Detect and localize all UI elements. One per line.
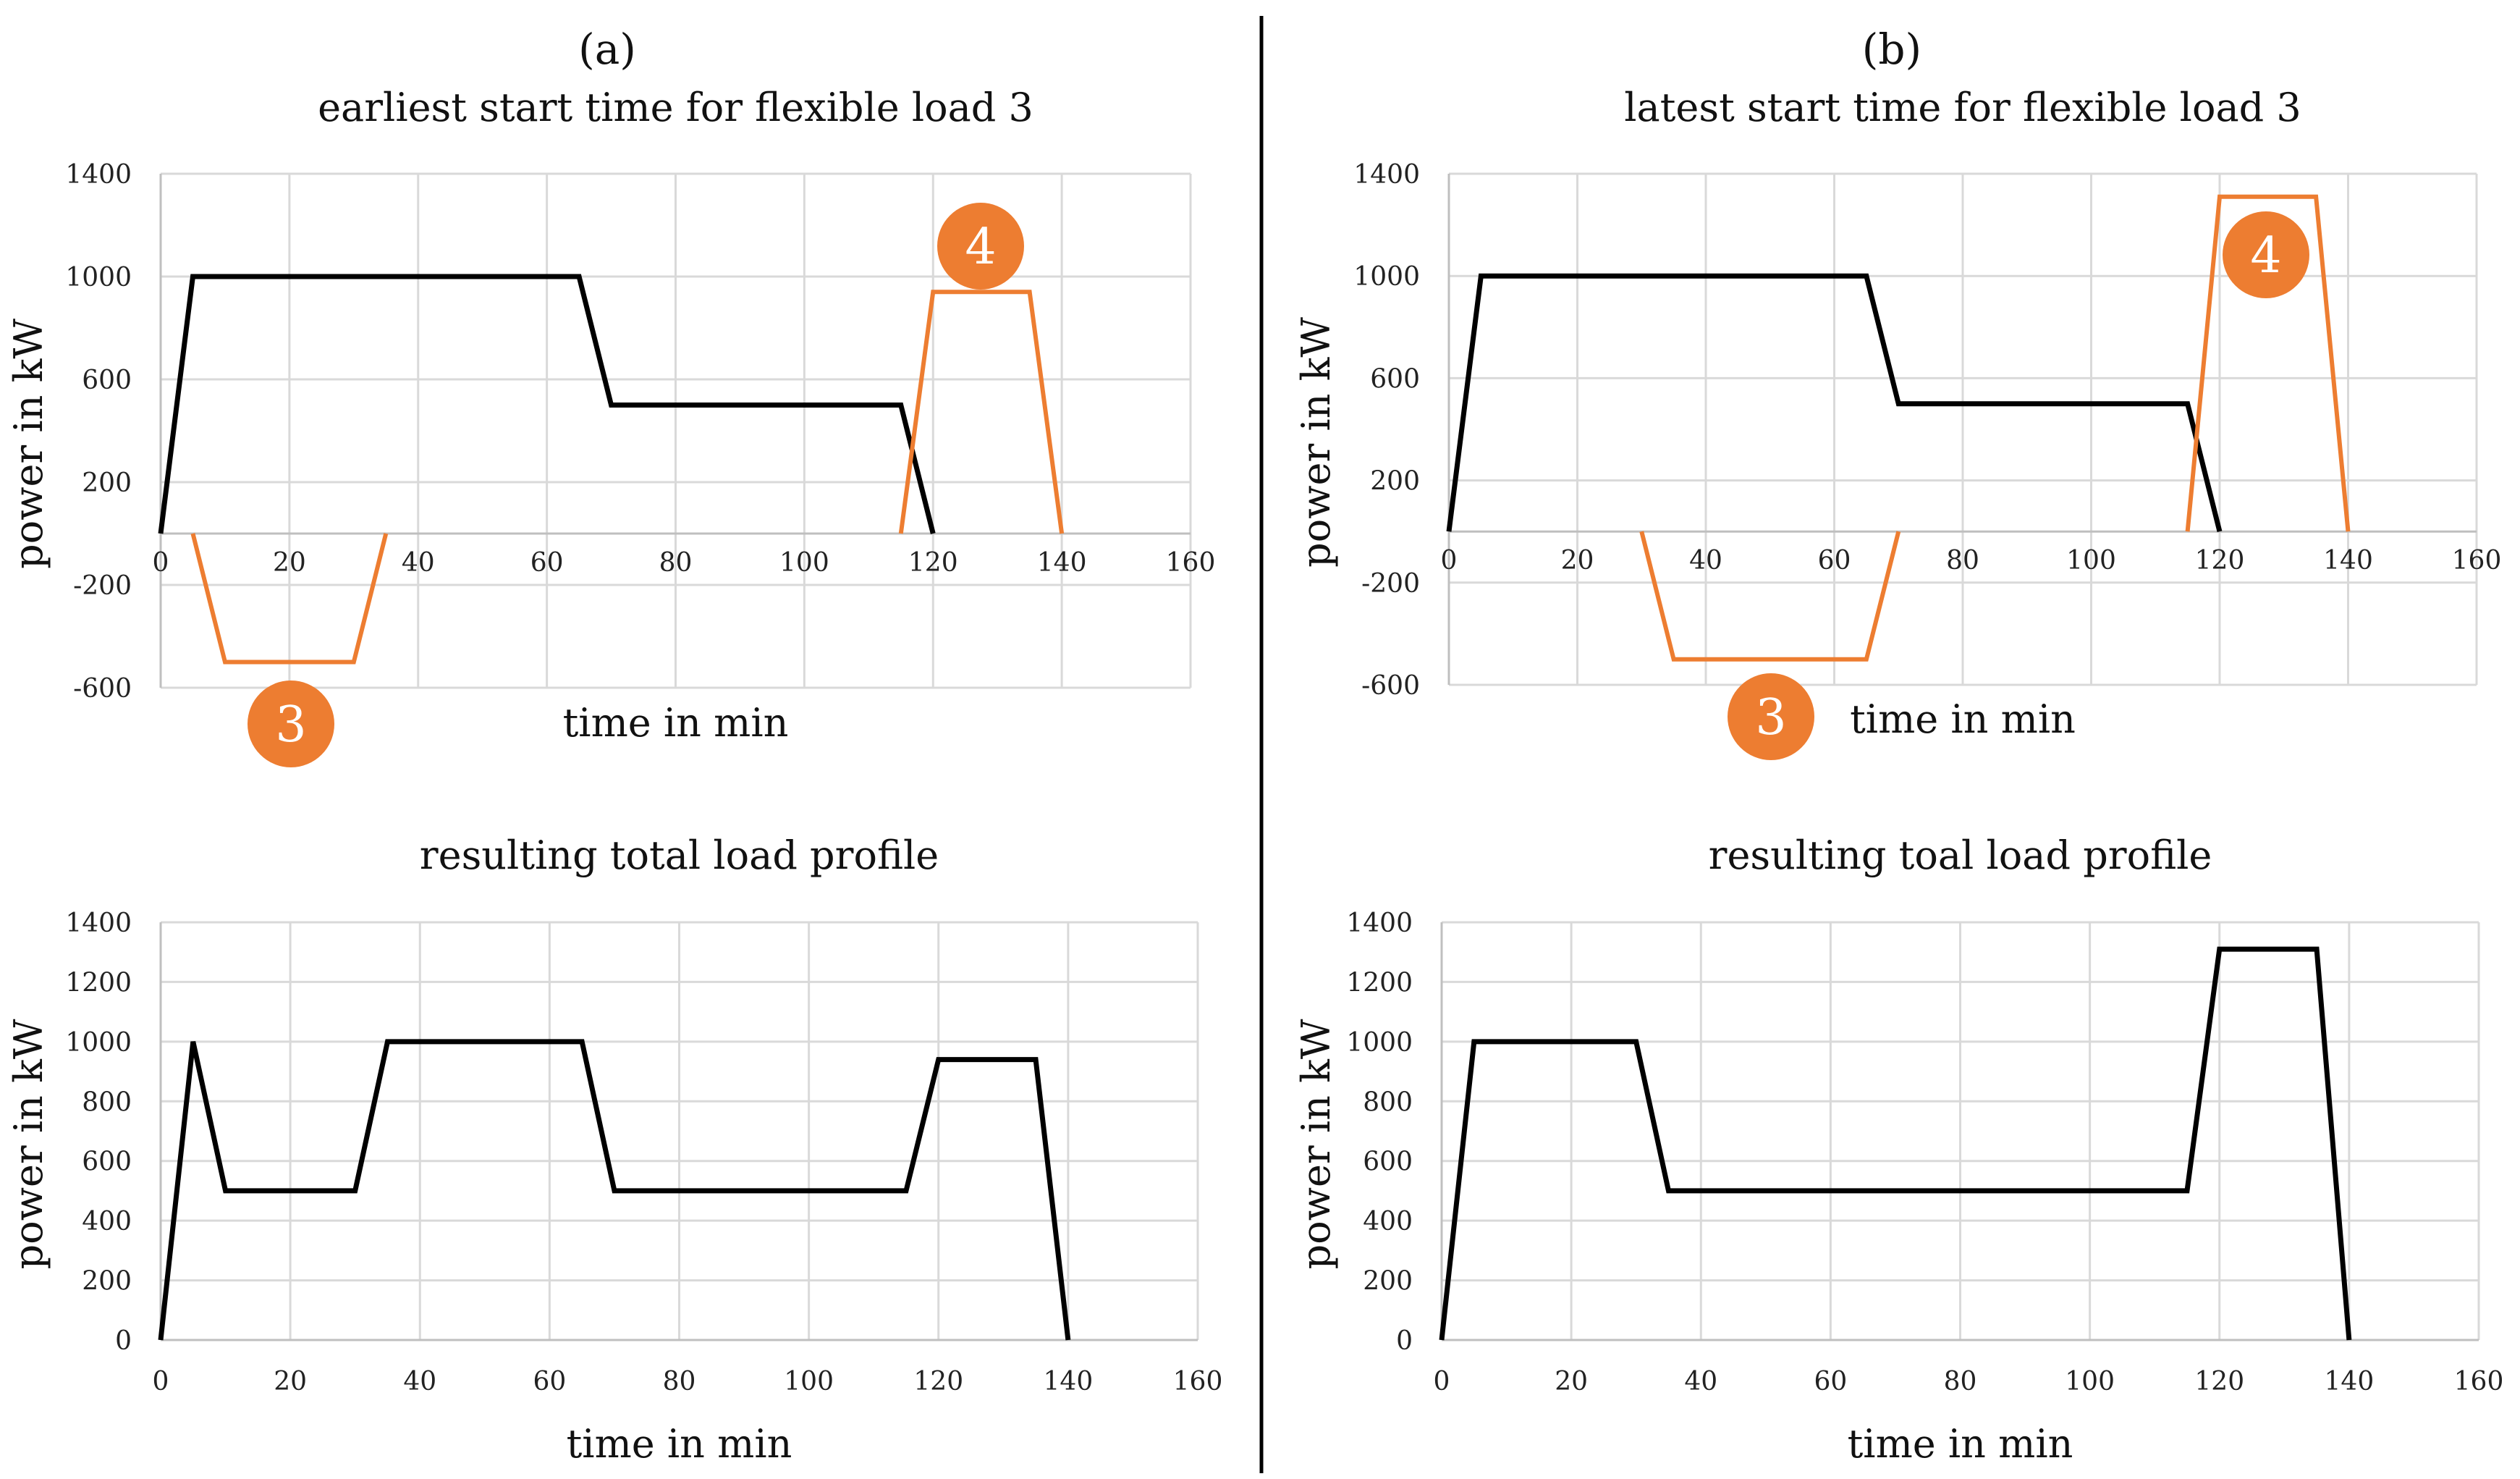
badge-3-label: 3	[275, 696, 306, 754]
badge-4-label: 4	[965, 219, 996, 276]
badge-3-circle	[248, 680, 334, 767]
chart-a-top: earliest start time for flexible load 3 -…	[6, 85, 1215, 767]
y-tick-label: 200	[1363, 1267, 1413, 1297]
x-tick-label: 40	[1684, 1367, 1717, 1396]
series-base-load	[158, 274, 936, 534]
y-tick-label: 0	[115, 1326, 132, 1356]
y-tick-label: 400	[1363, 1207, 1413, 1236]
series-base-load	[1446, 273, 2223, 533]
chart-title: resulting total load profile	[420, 833, 939, 878]
y-tick-label: 600	[1363, 1147, 1413, 1177]
x-tick-label: 140	[1044, 1367, 1094, 1396]
chart-b-top: latest start time for flexible load 3 -60…	[1293, 85, 2501, 760]
series-flexible-load-3	[190, 533, 389, 665]
chart-title: resulting toal load profile	[1709, 833, 2212, 878]
y-tick-label: -600	[73, 674, 132, 704]
x-tick-label: 160	[2452, 546, 2502, 576]
panel-b-label: (b)	[1862, 25, 1921, 74]
x-tick-label: 140	[1037, 548, 1087, 578]
x-tick-label: 100	[2066, 546, 2116, 576]
y-tick-label: 1000	[1353, 262, 1420, 292]
x-axis-label: time in min	[563, 700, 789, 746]
y-tick-label: 200	[82, 1267, 132, 1297]
y-tick-label: 1000	[1346, 1028, 1413, 1058]
x-tick-label: 20	[1555, 1367, 1588, 1396]
y-tick-label: 200	[82, 468, 132, 498]
y-tick-label: 1000	[65, 263, 132, 292]
x-axis-label: time in min	[1848, 1421, 2073, 1467]
x-tick-label: 20	[1561, 546, 1594, 576]
x-tick-label: 100	[2065, 1367, 2115, 1396]
y-axis-label: power in kW	[6, 319, 51, 569]
y-tick-label: 600	[82, 366, 132, 395]
x-tick-label: 40	[402, 548, 435, 578]
y-tick-label: 1200	[1346, 968, 1413, 998]
x-tick-label: 0	[153, 548, 169, 578]
x-tick-label: 80	[1944, 1367, 1977, 1396]
x-tick-label: 120	[2195, 546, 2245, 576]
badge-4-circle	[937, 203, 1024, 290]
y-tick-label: 1400	[65, 909, 132, 938]
y-tick-label: 1400	[65, 160, 132, 190]
y-axis-label: power in kW	[1293, 1019, 1339, 1269]
x-tick-label: 140	[2323, 546, 2373, 576]
series-flexible-load-4	[2185, 194, 2351, 532]
y-tick-label: 600	[1370, 364, 1420, 394]
x-tick-label: 120	[2194, 1367, 2244, 1396]
y-tick-label: 1200	[65, 968, 132, 998]
x-tick-label: 80	[663, 1367, 696, 1396]
x-tick-label: 160	[1173, 1367, 1223, 1396]
x-tick-label: 100	[779, 548, 829, 578]
y-tick-label: 800	[1363, 1087, 1413, 1117]
y-tick-label: -200	[73, 571, 132, 601]
x-tick-label: 60	[1818, 546, 1851, 576]
series-flexible-load-4	[898, 290, 1065, 534]
y-tick-label: 800	[82, 1087, 132, 1117]
y-tick-label: 200	[1370, 467, 1420, 497]
x-tick-label: 160	[2454, 1367, 2504, 1396]
x-axis-label: time in min	[1850, 696, 2076, 742]
y-tick-label: 600	[82, 1147, 132, 1177]
y-tick-label: 0	[1396, 1326, 1413, 1356]
series-total-load	[1439, 946, 2352, 1341]
x-tick-label: 120	[913, 1367, 963, 1396]
y-tick-label: -600	[1361, 671, 1420, 701]
series-flexible-load-3	[1639, 531, 1901, 662]
x-tick-label: 80	[1946, 546, 1979, 576]
badge-4-circle	[2223, 211, 2309, 298]
chart-b-bottom: resulting toal load profile0200400600800…	[1293, 833, 2503, 1467]
x-axis-label: time in min	[567, 1421, 792, 1467]
x-tick-label: 60	[1814, 1367, 1847, 1396]
x-tick-label: 20	[274, 1367, 307, 1396]
x-tick-label: 160	[1166, 548, 1216, 578]
x-tick-label: 0	[1434, 1367, 1450, 1396]
y-tick-label: 400	[82, 1207, 132, 1236]
x-tick-label: 40	[1689, 546, 1722, 576]
chart-a-bottom: resulting total load profile020040060080…	[6, 833, 1222, 1467]
y-tick-label: 1000	[65, 1028, 132, 1058]
badge-3-label: 3	[1755, 689, 1786, 746]
y-tick-label: -200	[1361, 569, 1420, 599]
badge-3-circle	[1728, 673, 1814, 760]
badge-4-label: 4	[2250, 227, 2281, 285]
y-tick-label: 1400	[1346, 909, 1413, 938]
x-tick-label: 0	[1441, 546, 1458, 576]
chart-title: latest start time for flexible load 3	[1624, 85, 2301, 130]
x-tick-label: 120	[908, 548, 958, 578]
x-tick-label: 40	[403, 1367, 436, 1396]
x-tick-label: 60	[533, 1367, 566, 1396]
y-axis-label: power in kW	[1293, 317, 1339, 568]
x-tick-label: 80	[659, 548, 693, 578]
chart-title: earliest start time for flexible load 3	[318, 85, 1033, 130]
x-tick-label: 60	[530, 548, 564, 578]
x-tick-label: 0	[153, 1367, 169, 1396]
x-tick-label: 140	[2325, 1367, 2375, 1396]
y-tick-label: 1400	[1353, 160, 1420, 190]
panel-a-label: (a)	[578, 25, 636, 74]
x-tick-label: 100	[784, 1367, 834, 1396]
y-axis-label: power in kW	[6, 1019, 51, 1269]
x-tick-label: 20	[273, 548, 306, 578]
